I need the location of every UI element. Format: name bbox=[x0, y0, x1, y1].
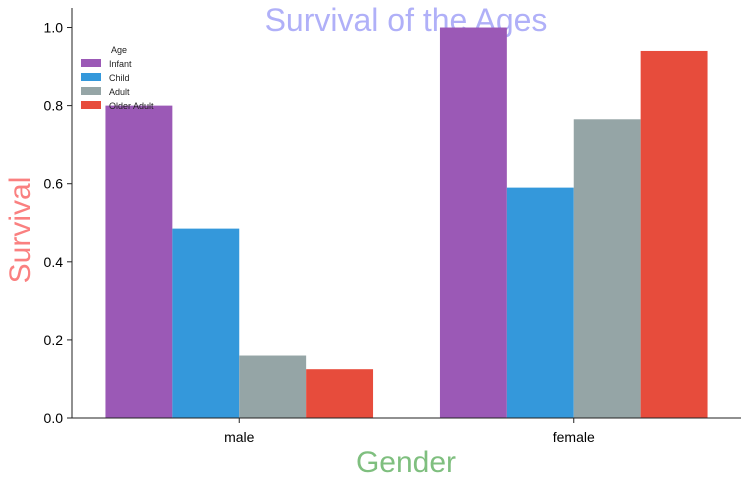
plot-area: 0.0 0.2 0.4 0.6 0.8 1.0 male female bbox=[44, 8, 741, 445]
legend-swatch bbox=[81, 59, 101, 67]
legend-swatch bbox=[81, 73, 101, 81]
legend-label: Infant bbox=[109, 59, 132, 69]
legend-label: Adult bbox=[109, 87, 130, 97]
y-tick-label: 0.6 bbox=[44, 176, 64, 192]
bar-female-infant bbox=[439, 27, 507, 419]
x-tick-label: male bbox=[224, 429, 255, 445]
y-tick-label: 0.8 bbox=[44, 98, 64, 114]
x-axis-label: Gender bbox=[356, 446, 456, 479]
bars bbox=[105, 27, 708, 419]
legend-label: Child bbox=[109, 73, 130, 83]
legend-title: Age bbox=[111, 45, 127, 55]
y-tick-label: 0.2 bbox=[44, 332, 64, 348]
x-tick-label: female bbox=[553, 429, 595, 445]
bar-male-older-adult bbox=[306, 369, 374, 418]
bar-female-adult bbox=[573, 119, 641, 419]
legend-swatch bbox=[81, 87, 101, 95]
bar-male-child bbox=[172, 228, 240, 418]
y-tick-label: 0.4 bbox=[44, 254, 64, 270]
bar-male-adult bbox=[239, 355, 307, 418]
legend-label: Older Adult bbox=[109, 101, 154, 111]
x-axis: male female bbox=[72, 417, 741, 445]
y-tick-label: 0.0 bbox=[44, 410, 64, 426]
legend-items: Infant Child Adult Older Adult bbox=[81, 59, 154, 111]
bar-male-infant bbox=[105, 105, 173, 418]
legend: Age Infant Child Adult Older Adult bbox=[81, 45, 154, 111]
legend-swatch bbox=[81, 101, 101, 109]
bar-female-child bbox=[506, 187, 574, 418]
bar-female-older-adult bbox=[640, 50, 708, 418]
y-tick-label: 1.0 bbox=[44, 20, 64, 36]
y-axis-label: Survival bbox=[4, 177, 37, 284]
y-axis: 0.0 0.2 0.4 0.6 0.8 1.0 bbox=[44, 8, 73, 426]
